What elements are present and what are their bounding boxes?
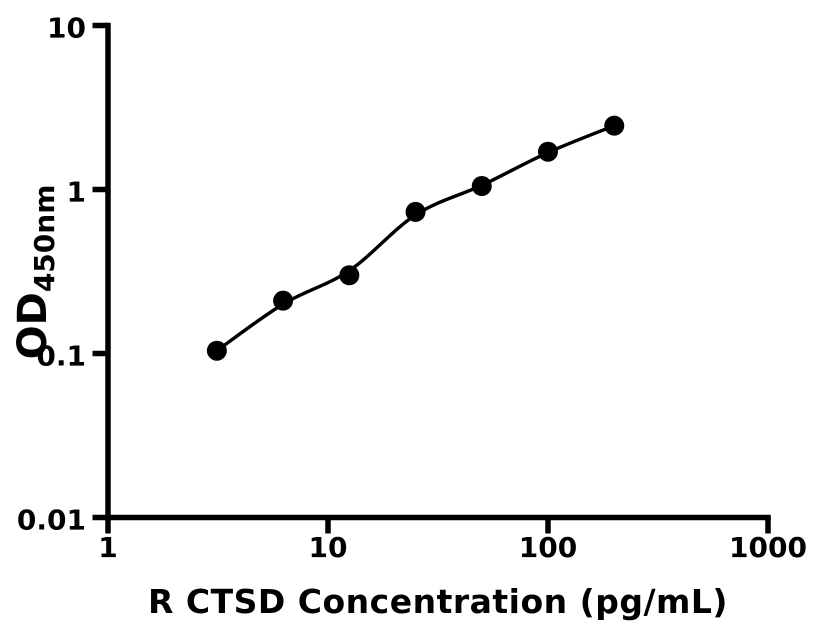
y-axis-title: OD450nm xyxy=(10,184,61,360)
data-point-3 xyxy=(339,265,360,286)
data-point-6 xyxy=(538,141,558,162)
y-axis-title-main: OD xyxy=(10,292,56,360)
y-tick-label: 0.1 xyxy=(36,340,86,373)
x-tick-label: 100 xyxy=(519,531,577,564)
y-tick-label: 1 xyxy=(67,176,86,209)
fit-curve xyxy=(215,124,615,353)
x-tick-label: 1000 xyxy=(729,531,807,564)
x-tick-label: 1 xyxy=(98,531,117,564)
data-point-1 xyxy=(206,340,227,361)
x-axis-title: R CTSD Concentration (pg/mL) xyxy=(147,582,729,621)
y-axis-title-subscript: 450nm xyxy=(28,184,61,293)
y-tick-label: 0.01 xyxy=(17,504,86,537)
data-point-2 xyxy=(273,290,294,311)
y-tick-label: 10 xyxy=(47,12,86,45)
x-tick-label: 10 xyxy=(309,531,348,564)
data-point-5 xyxy=(471,176,492,197)
axes-spine xyxy=(105,22,771,521)
data-point-7 xyxy=(604,115,625,136)
data-point-4 xyxy=(405,201,426,222)
